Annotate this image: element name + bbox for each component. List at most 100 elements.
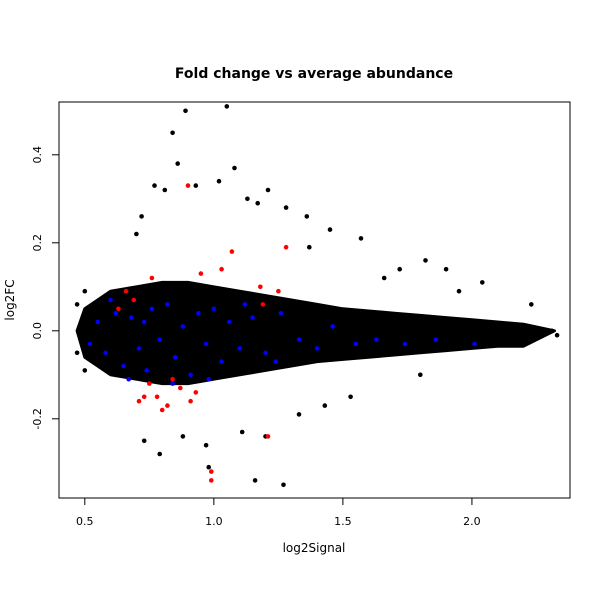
data-point [172, 354, 178, 360]
data-point [423, 258, 428, 263]
chart-title: Fold change vs average abundance [175, 66, 453, 82]
data-point [183, 108, 188, 114]
x-tick-label: 1.5 [334, 515, 352, 528]
data-point [180, 324, 186, 329]
data-point [159, 407, 165, 413]
data-point [554, 332, 560, 338]
data-point [252, 478, 258, 483]
data-point [141, 319, 147, 325]
data-point [154, 394, 160, 400]
data-point [239, 429, 245, 435]
data-point [209, 469, 214, 474]
data-point [149, 275, 155, 281]
x-tick-label: 1.0 [205, 515, 223, 528]
data-point [281, 482, 286, 488]
data-point [480, 280, 485, 285]
y-tick-label: 0.2 [31, 234, 44, 252]
data-point [82, 288, 88, 294]
data-point [472, 341, 477, 347]
data-point [348, 394, 353, 400]
data-point [381, 275, 387, 281]
data-point [418, 372, 423, 378]
y-tick-label: 0.0 [31, 322, 44, 340]
data-point [456, 288, 462, 294]
data-point [258, 284, 263, 290]
data-point [206, 376, 211, 382]
data-point [242, 302, 248, 307]
data-point [139, 214, 144, 219]
data-point [131, 297, 137, 303]
data-point [134, 231, 139, 237]
data-point [198, 271, 204, 276]
data-point [265, 187, 271, 193]
x-axis: 0.5 1.0 1.5 2.0 [76, 497, 481, 528]
data-point [227, 319, 232, 325]
x-axis-label: log2Signal [283, 541, 346, 555]
y-tick-label: -0.2 [31, 408, 44, 429]
data-point [178, 385, 183, 391]
data-point [152, 183, 157, 188]
data-point [219, 359, 224, 364]
data-point [229, 249, 235, 254]
data-point [529, 302, 534, 307]
data-point [549, 328, 555, 334]
data-point [74, 350, 80, 356]
data-point [374, 337, 379, 342]
data-point [211, 306, 217, 312]
data-point [188, 398, 193, 404]
point-cloud-mass [75, 280, 556, 386]
data-point [296, 337, 302, 342]
data-point [283, 244, 289, 250]
data-point [193, 390, 199, 395]
data-point [144, 368, 149, 373]
data-point [196, 310, 201, 316]
data-point [276, 288, 281, 294]
data-point [203, 341, 209, 347]
data-point [263, 350, 268, 356]
data-point [219, 266, 224, 272]
data-point [278, 310, 284, 316]
data-point [126, 376, 131, 382]
data-point [265, 434, 271, 439]
data-point [224, 104, 230, 109]
data-point [157, 451, 162, 457]
x-tick-label: 0.5 [76, 515, 94, 528]
data-point [353, 341, 359, 347]
y-axis: -0.2 0.0 0.2 0.4 [31, 146, 60, 430]
data-point [330, 324, 335, 329]
data-point [185, 183, 191, 188]
data-point [402, 341, 408, 347]
data-point [141, 438, 147, 444]
data-point [232, 165, 237, 171]
data-point [237, 346, 242, 351]
y-tick-label: 0.4 [31, 146, 44, 164]
data-point [443, 266, 449, 272]
points-layer [74, 104, 560, 488]
data-point [245, 196, 250, 202]
data-point [136, 398, 142, 404]
data-point [123, 288, 129, 294]
data-point [296, 412, 302, 417]
data-point [397, 266, 403, 272]
data-point [255, 200, 260, 206]
data-point [141, 394, 147, 400]
data-point [203, 442, 209, 448]
data-point [147, 381, 152, 386]
data-point [82, 368, 88, 373]
data-point [103, 350, 108, 356]
data-point [358, 236, 364, 241]
data-point [108, 297, 113, 303]
data-point [273, 359, 279, 364]
data-point [165, 302, 170, 307]
data-point [250, 315, 255, 320]
data-point [170, 130, 175, 136]
data-point [260, 302, 266, 307]
data-point [193, 183, 199, 188]
data-point [188, 372, 193, 378]
data-point [157, 337, 162, 342]
data-point [327, 227, 333, 232]
data-point [307, 244, 312, 250]
x-tick-label: 2.0 [463, 515, 481, 528]
data-point [136, 346, 142, 351]
